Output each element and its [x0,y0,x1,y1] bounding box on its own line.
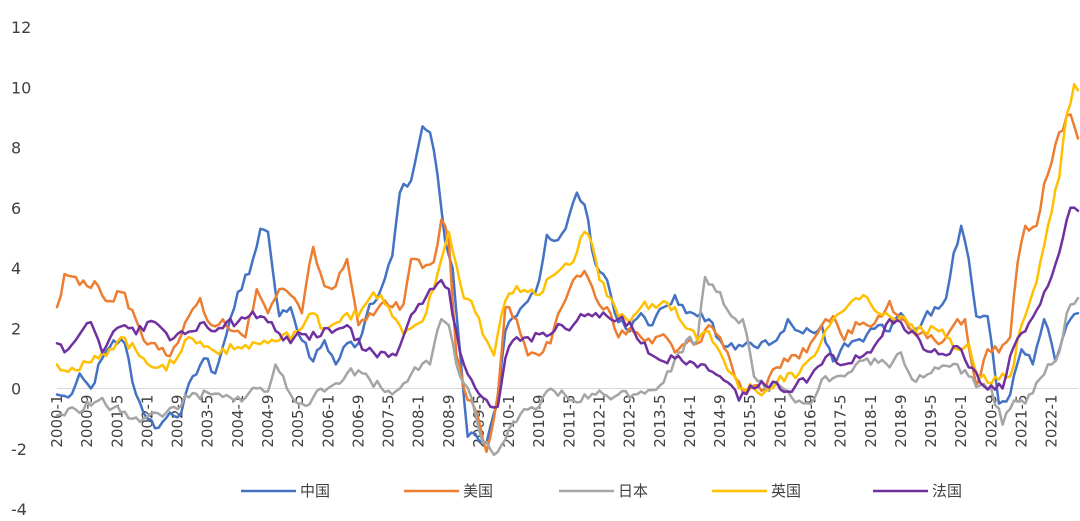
series-line-2 [55,113,1080,454]
x-tick-label: 2004-1 [229,395,247,448]
x-tick-label: 2021-5 [1012,395,1030,448]
y-tick-label: 12 [11,18,31,37]
x-tick-label: 2022-1 [1043,395,1061,448]
x-tick-label: 2004-9 [259,395,277,448]
x-tick-label: 2012-1 [591,395,609,448]
x-tick-label: 2014-1 [681,395,699,448]
series-line-5 [55,206,1080,409]
x-tick-label: 2008-9 [440,395,458,448]
x-tick-label: 2001-5 [108,395,126,448]
x-tick-label: 2006-9 [349,395,367,448]
y-tick-label: 0 [11,380,21,399]
y-tick-label: 2 [11,319,21,338]
x-axis-ticks: 2000-1 2000-9 2001-5 2002-1 2002-9 2003-5 2004… [48,395,1061,448]
y-axis-ticks: -4 -2 0 2 4 6 8 10 12 [11,18,31,519]
x-tick-label: 2000-1 [48,395,66,448]
legend: 中国 美国 日本 英国 法国 [241,482,962,500]
legend-label: 法国 [932,482,962,500]
x-tick-label: 2013-5 [651,395,669,448]
y-tick-label: 8 [11,139,21,158]
y-tick-label: -4 [11,500,27,519]
y-tick-label: 10 [11,78,31,97]
x-tick-label: 2018-9 [892,395,910,448]
x-tick-label: 2003-5 [199,395,217,448]
x-tick-label: 2006-1 [319,395,337,448]
legend-label: 英国 [771,482,801,500]
x-tick-label: 2019-5 [922,395,940,448]
x-tick-label: 2020-9 [982,395,1000,448]
series-line-4 [55,82,1080,397]
x-tick-label: 2014-9 [711,395,729,448]
x-tick-label: 2008-1 [410,395,428,448]
x-tick-label: 2012-9 [621,395,639,448]
x-tick-label: 2011-5 [560,395,578,448]
x-tick-label: 2005-5 [289,395,307,448]
x-tick-label: 2010-9 [530,395,548,448]
x-tick-label: 2000-9 [78,395,96,448]
legend-label: 美国 [463,482,493,500]
x-tick-label: 2007-5 [380,395,398,448]
y-tick-label: 6 [11,199,21,218]
x-tick-label: 2016-9 [802,395,820,448]
y-tick-label: 4 [11,259,21,278]
x-tick-label: 2016-1 [771,395,789,448]
x-tick-label: 2010-1 [500,395,518,448]
x-tick-label: 2017-5 [832,395,850,448]
series-line-3 [55,275,1080,457]
x-tick-label: 2020-1 [952,395,970,448]
x-tick-label: 2015-5 [741,395,759,448]
legend-label: 中国 [300,482,330,500]
series-lines [55,82,1080,457]
y-tick-label: -2 [11,440,27,459]
legend-label: 日本 [618,482,648,500]
x-tick-label: 2018-1 [862,395,880,448]
